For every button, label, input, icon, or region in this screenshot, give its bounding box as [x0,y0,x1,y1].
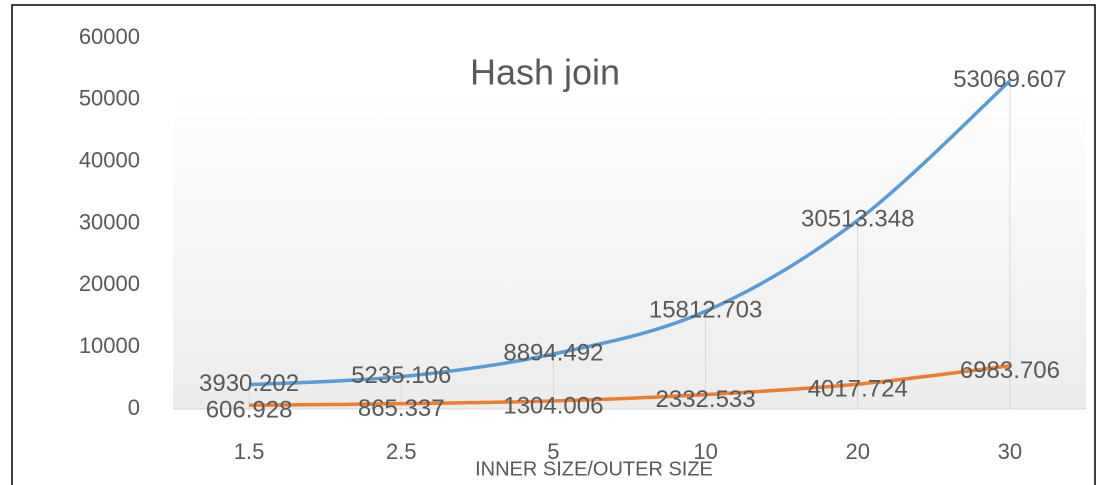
series-line [249,364,1011,407]
data-label: 4017.724 [808,376,908,403]
series-line [248,79,1012,387]
data-label: 53069.607 [953,66,1066,93]
chart-border [11,4,1096,485]
data-label: 3930.202 [199,370,299,397]
data-label: 2332.533 [656,386,756,413]
data-label: 5235.106 [351,362,451,389]
y-tick-label: 40000 [79,147,140,172]
x-tick-label: 20 [846,439,870,464]
x-tick-label: 5 [547,439,559,464]
y-tick-label: 60000 [79,24,140,49]
y-tick-label: 50000 [79,86,140,111]
y-tick-label: 20000 [79,271,140,296]
x-tick-label: 30 [998,439,1022,464]
data-label: 30513.348 [801,206,914,233]
data-label: 15812.703 [649,297,762,324]
data-label: 606.928 [206,397,293,424]
x-tick-label: 2.5 [386,439,417,464]
chart-title: Hash join [470,52,620,93]
x-tick-label: 10 [693,439,717,464]
y-tick-label: 0 [128,395,140,420]
y-tick-label: 10000 [79,333,140,358]
data-label: 865.337 [358,395,445,422]
x-axis-title: INNER SIZE/OUTER SIZE [475,458,713,480]
x-tick-label: 1.5 [234,439,265,464]
data-label: 1304.006 [503,392,603,419]
y-tick-label: 30000 [79,209,140,234]
plot-background [173,90,1086,409]
data-label: 8894.492 [503,339,603,366]
data-label: 6983.706 [960,357,1060,384]
